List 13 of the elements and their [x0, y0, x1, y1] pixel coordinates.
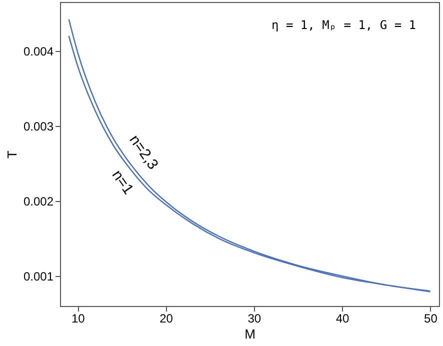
x-tick-label: 30 [248, 312, 262, 326]
y-tick-label: 0.004 [23, 44, 54, 58]
x-tick-label: 40 [336, 312, 350, 326]
x-axis-title: M [244, 326, 256, 342]
y-axis-title: T [4, 150, 20, 158]
x-tick-label: 50 [424, 312, 438, 326]
x-tick-label: 20 [160, 312, 174, 326]
y-tick-label: 0.003 [23, 119, 54, 134]
y-tick-label: 0.002 [23, 194, 54, 208]
annotation: η = 1, Mₚ = 1, G = 1 [272, 18, 416, 32]
y-tick-label: 0.001 [23, 269, 54, 284]
annotation: n=1 [108, 166, 137, 198]
x-tick-label: 10 [71, 312, 86, 326]
